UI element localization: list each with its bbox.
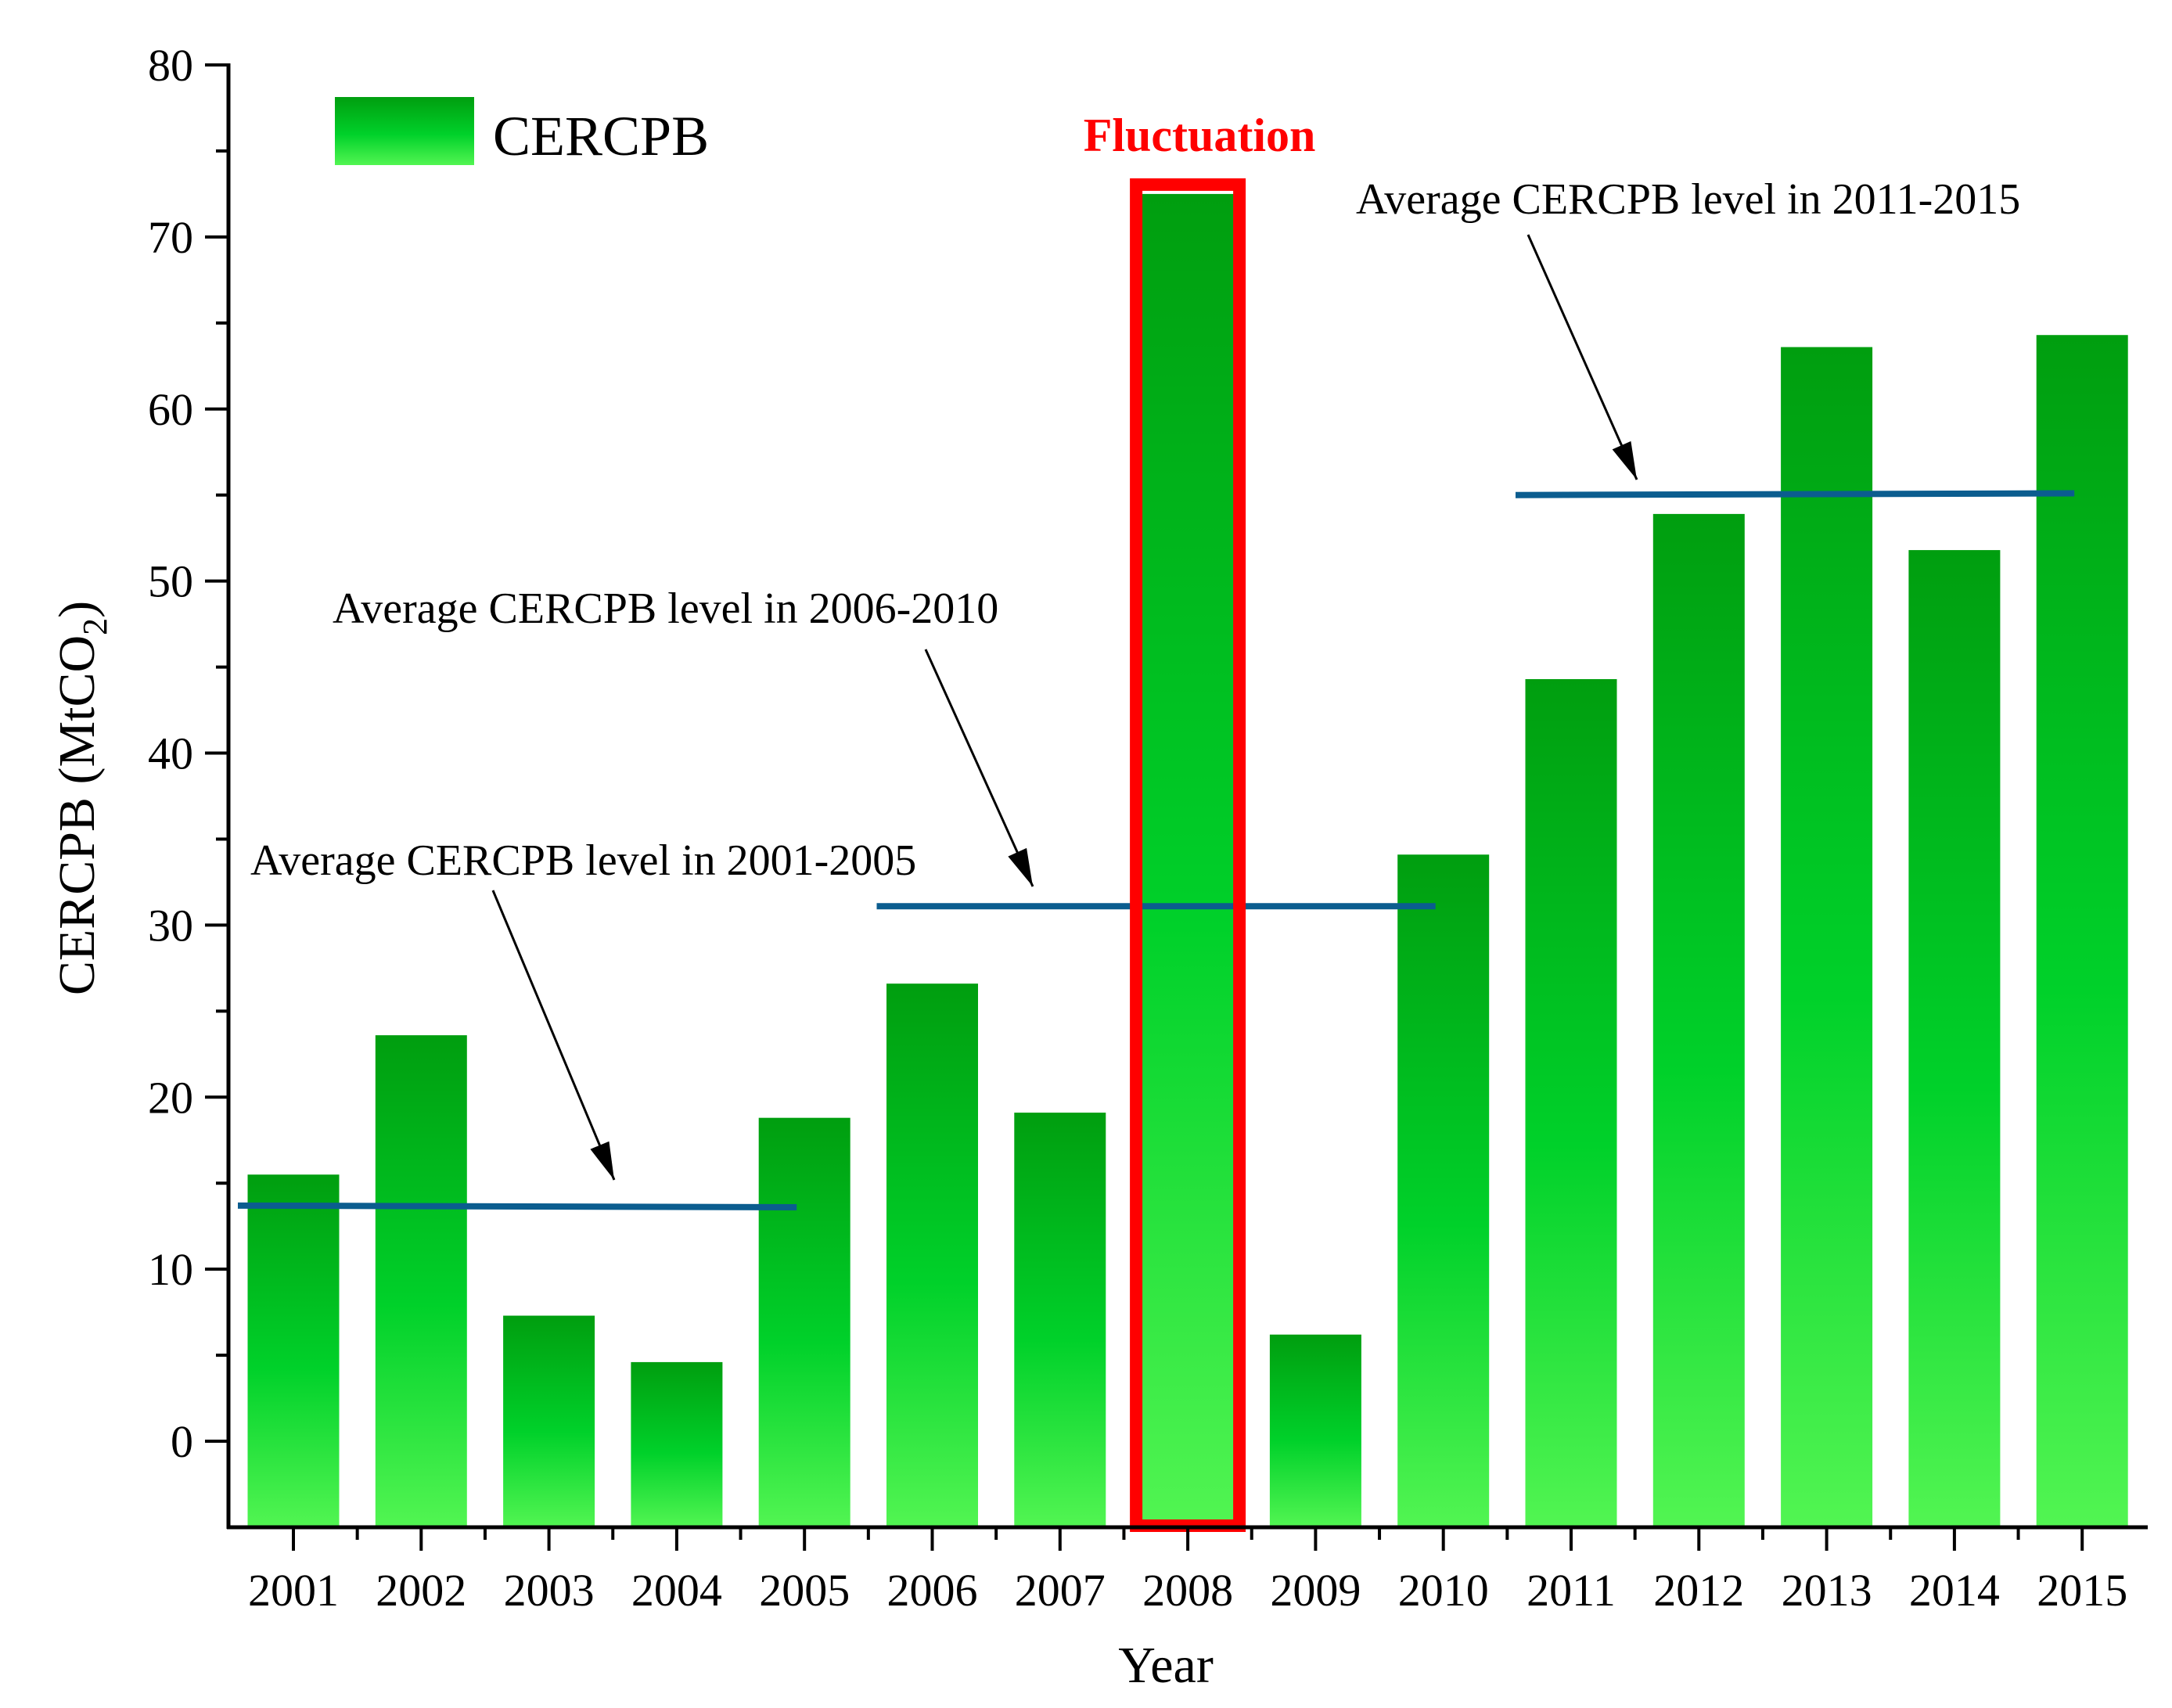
x-tick-label-2011: 2011 bbox=[1527, 1565, 1616, 1616]
annotation-arrowhead-2006-2010 bbox=[1008, 847, 1033, 886]
annotation-arrow-2006-2010 bbox=[924, 649, 1034, 887]
y-tick-label-20: 20 bbox=[148, 1072, 193, 1123]
y-tick-label-0: 0 bbox=[171, 1416, 193, 1467]
annotation-arrowhead-2011-2015 bbox=[1612, 440, 1637, 480]
bar-2006 bbox=[886, 983, 978, 1527]
bar-2009 bbox=[1269, 1334, 1361, 1527]
y-tick-label-30: 30 bbox=[148, 900, 193, 951]
average-annotation-2011-2015: Average CERCPB level in 2011-2015 bbox=[1356, 175, 2020, 224]
y-axis-title-close: ) bbox=[49, 601, 106, 618]
axes-group: 0 10 20 30 40 50 60 70 80 2001 2002 2003 2004 2005 200… bbox=[148, 40, 2148, 1616]
y-axis-title-main: CERCPB (MtCO bbox=[49, 635, 106, 995]
bar-2001 bbox=[247, 1174, 340, 1527]
x-tick-label-2012: 2012 bbox=[1653, 1565, 1744, 1616]
bar-2010 bbox=[1397, 854, 1490, 1527]
average-lines-group bbox=[237, 490, 2075, 1211]
x-tick-label-2004: 2004 bbox=[631, 1565, 722, 1616]
bars-group bbox=[247, 193, 2128, 1528]
x-tick-label-2002: 2002 bbox=[376, 1565, 466, 1616]
bar-2005 bbox=[758, 1117, 850, 1527]
x-tick-label-2009: 2009 bbox=[1270, 1565, 1361, 1616]
y-tick-label-50: 50 bbox=[148, 556, 193, 607]
x-tick-label-2015: 2015 bbox=[2037, 1565, 2127, 1616]
x-tick-label-2003: 2003 bbox=[504, 1565, 595, 1616]
bar-2004 bbox=[631, 1361, 723, 1527]
bar-2015 bbox=[2036, 335, 2128, 1527]
y-tick-label-60: 60 bbox=[148, 384, 193, 435]
x-tick-label-2001: 2001 bbox=[248, 1565, 339, 1616]
bar-2007 bbox=[1014, 1113, 1106, 1527]
bar-2008 bbox=[1142, 193, 1234, 1528]
y-axis-title: CERCPB (MtCO2) bbox=[49, 601, 114, 995]
average-annotation-2006-2010: Average CERCPB level in 2006-2010 bbox=[333, 584, 998, 633]
annotation-arrowhead-2001-2005 bbox=[590, 1141, 614, 1180]
y-tick-label-10: 10 bbox=[148, 1244, 193, 1295]
legend-label: CERCPB bbox=[493, 105, 709, 167]
annotation-arrow-2001-2005 bbox=[491, 890, 616, 1181]
x-tick-label-2007: 2007 bbox=[1015, 1565, 1106, 1616]
average-line-2011-2015 bbox=[1515, 490, 2075, 498]
y-tick-label-40: 40 bbox=[148, 728, 193, 779]
x-tick-label-2010: 2010 bbox=[1398, 1565, 1489, 1616]
average-line-2001-2005 bbox=[237, 1202, 797, 1211]
annotation-arrow-2011-2015 bbox=[1527, 234, 1638, 480]
highlight-label: Fluctuation bbox=[1084, 110, 1316, 161]
y-tick-label-70: 70 bbox=[148, 212, 193, 263]
bar-2002 bbox=[375, 1035, 467, 1527]
average-annotation-2001-2005: Average CERCPB level in 2001-2005 bbox=[250, 836, 916, 885]
x-tick-label-2006: 2006 bbox=[887, 1565, 978, 1616]
bar-2014 bbox=[1908, 550, 2001, 1527]
y-tick-label-80: 80 bbox=[148, 40, 193, 91]
bar-2011 bbox=[1525, 678, 1617, 1527]
bar-2012 bbox=[1652, 513, 1745, 1527]
legend-swatch bbox=[335, 97, 474, 165]
bar-2003 bbox=[503, 1315, 595, 1527]
x-tick-label-2008: 2008 bbox=[1142, 1565, 1233, 1616]
x-tick-label-2014: 2014 bbox=[1909, 1565, 2000, 1616]
labels-group: Average CERCPB level in 2001-2005 Average… bbox=[49, 97, 2020, 1694]
x-axis-title: Year bbox=[1118, 1637, 1214, 1694]
x-tick-label-2005: 2005 bbox=[759, 1565, 850, 1616]
y-axis-title-subscript: 2 bbox=[76, 618, 114, 635]
x-tick-label-2013: 2013 bbox=[1782, 1565, 1872, 1616]
bar-2013 bbox=[1781, 347, 1873, 1527]
